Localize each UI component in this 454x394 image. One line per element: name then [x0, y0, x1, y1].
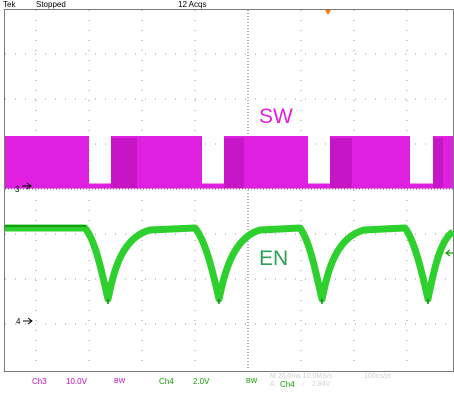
- ch4-bandwidth-limit: BW: [246, 378, 258, 385]
- trigger-position-marker: [325, 10, 331, 15]
- svg-text:4: 4: [16, 317, 21, 326]
- run-state-label: Stopped: [36, 0, 66, 9]
- graticule: [5, 10, 453, 370]
- trigger-level-marker: [445, 249, 453, 257]
- acquisition-count: 12 Acqs: [178, 0, 207, 9]
- ch4-readout-label: Ch4: [159, 377, 174, 386]
- ch3-label: SW: [259, 105, 293, 128]
- resolution-readout: 100ns/pt: [364, 373, 391, 380]
- ch4-label: EN: [259, 247, 289, 270]
- ch3-waveform: [5, 136, 453, 189]
- svg-text:3: 3: [15, 185, 20, 194]
- trigger-slope-icon: ∕: [303, 381, 305, 388]
- ch3-readout-label: Ch3: [32, 377, 47, 386]
- status-bar: Tek Stopped 12 Acqs: [0, 0, 454, 10]
- ch4-scale: 2.0V: [193, 377, 210, 386]
- ch3-bandwidth-limit: BW: [114, 378, 126, 385]
- ch4-level-marker: 4: [16, 317, 33, 326]
- timebase-readout: M 20.0ms 10.0MS/s: [270, 373, 333, 380]
- display-frame: [4, 9, 454, 372]
- ch3-scale: 10.0V: [66, 377, 87, 386]
- ch3-level-marker: 3: [15, 182, 32, 194]
- trigger-level: 2.84V: [312, 381, 331, 388]
- settings-bar: Ch3 10.0V BW Ch4 2.0V BW M 20.0ms 10.0MS…: [0, 372, 454, 394]
- brand-label: Tek: [3, 0, 16, 9]
- trigger-label: A: [270, 381, 275, 388]
- ch4-waveform: [5, 224, 454, 304]
- trigger-source: Ch4: [280, 380, 295, 389]
